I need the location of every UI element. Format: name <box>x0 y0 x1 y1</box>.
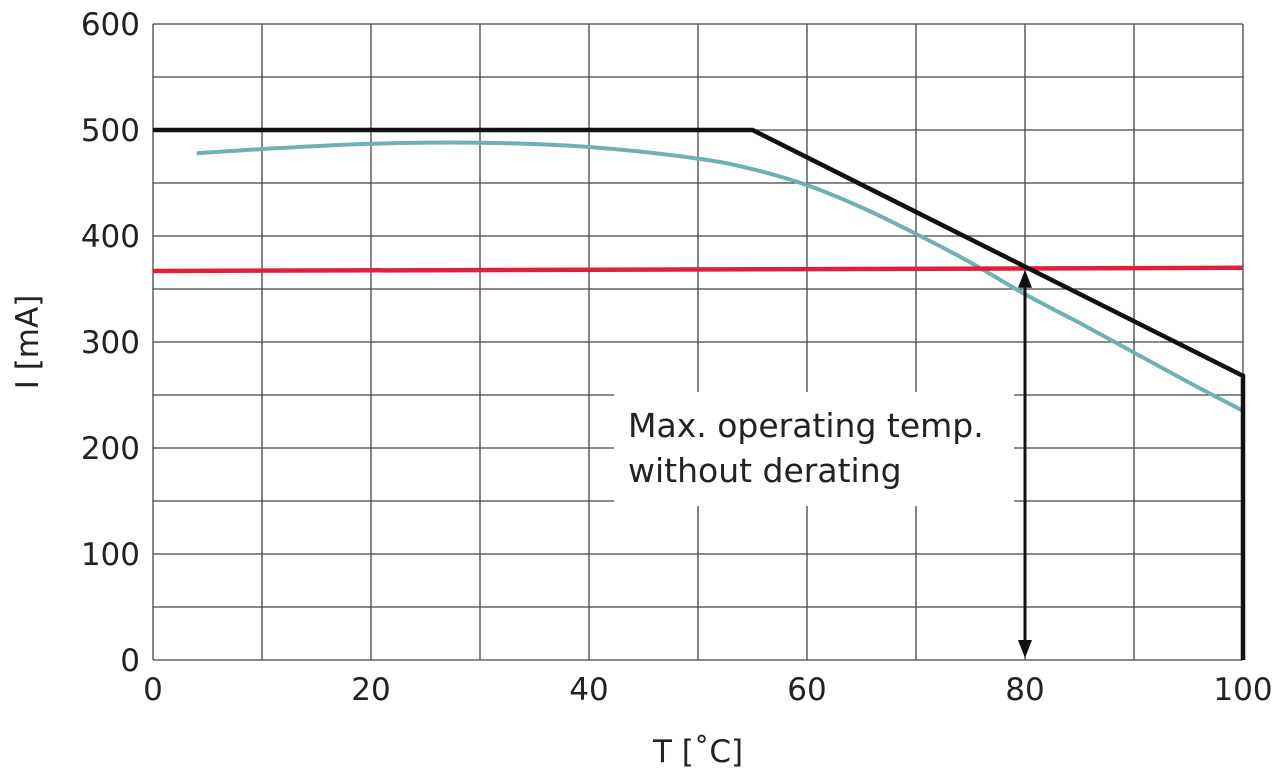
y-tick-label: 0 <box>120 643 140 679</box>
y-axis-label: I [mA] <box>10 295 46 390</box>
annotation-line-2: without derating <box>628 451 902 490</box>
x-tick-label: 0 <box>143 672 163 708</box>
y-tick-label: 100 <box>81 537 140 573</box>
y-tick-label: 300 <box>81 325 140 361</box>
annotation-line-1: Max. operating temp. <box>628 406 984 445</box>
x-axis-label: T [˚C] <box>652 734 743 770</box>
series-derating-limit <box>153 127 1246 660</box>
annotation-arrow-head-down <box>1018 640 1032 658</box>
series-group <box>152 127 1246 660</box>
series-typical-curve <box>196 140 1244 413</box>
y-tick-label: 400 <box>81 219 140 255</box>
grid <box>152 23 1244 661</box>
x-tick-label: 100 <box>1213 672 1272 708</box>
y-tick-label: 600 <box>81 7 140 43</box>
x-tick-label: 20 <box>351 672 390 708</box>
y-tick-label: 200 <box>81 431 140 467</box>
ticks: 0 20 40 60 80 100 0 100 200 300 400 500 600 <box>81 7 1273 708</box>
x-tick-label: 80 <box>1005 672 1044 708</box>
x-tick-label: 60 <box>787 672 826 708</box>
annotation-background <box>614 392 1014 506</box>
annotation-arrow-head-up <box>1018 269 1032 288</box>
y-tick-label: 500 <box>81 113 140 149</box>
x-tick-label: 40 <box>569 672 608 708</box>
series-max-operating-current <box>152 265 1244 274</box>
